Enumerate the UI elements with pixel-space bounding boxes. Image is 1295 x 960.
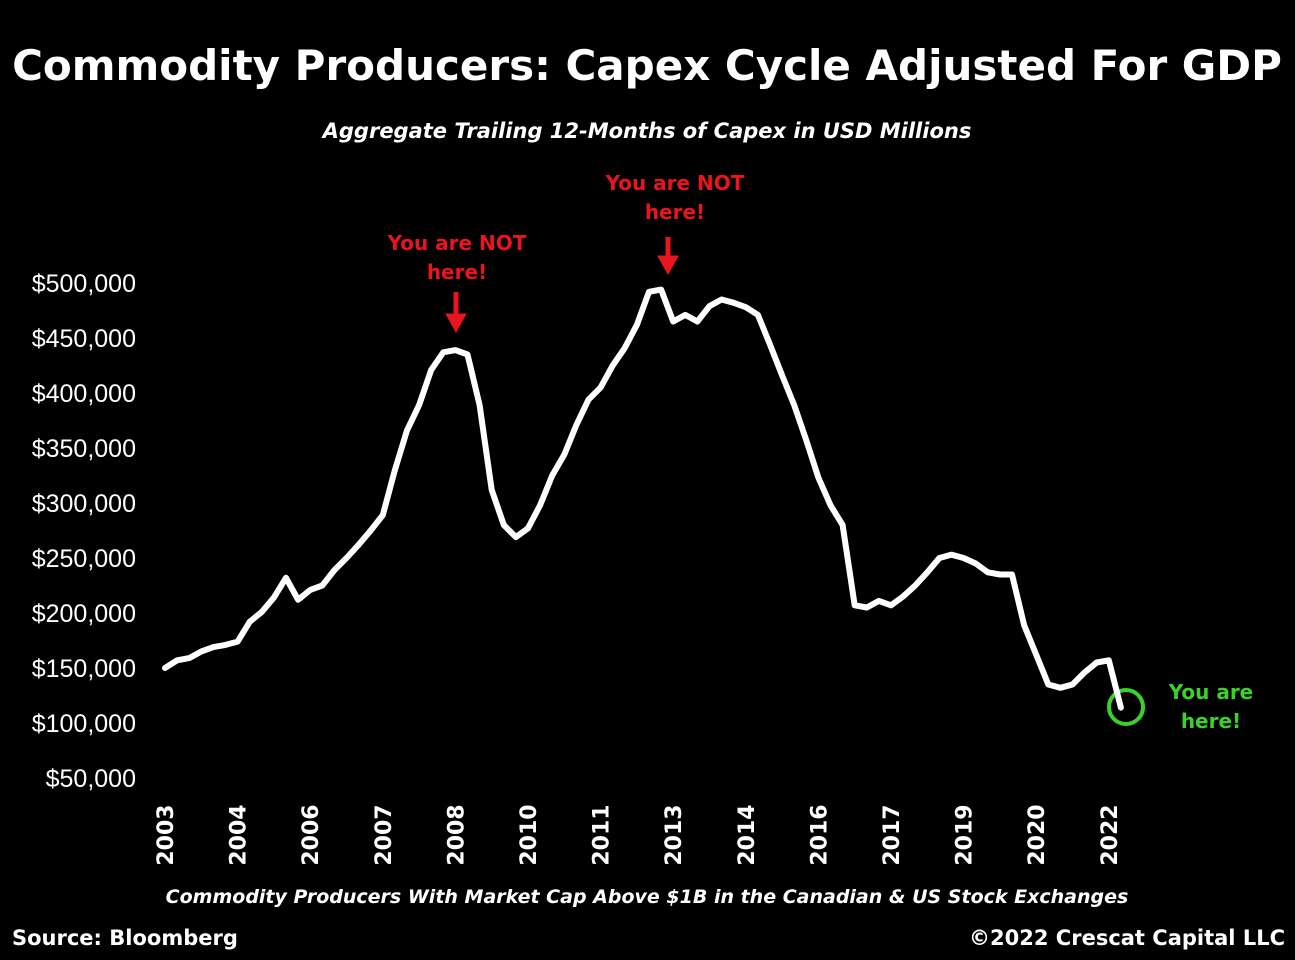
x-tick-label: 2008 [444, 804, 469, 865]
highlight-circle [1107, 688, 1145, 726]
y-tick-label: $500,000 [32, 270, 136, 298]
chart-title: Commodity Producers: Capex Cycle Adjuste… [12, 41, 1282, 90]
copyright: ©2022 Crescat Capital LLC [969, 926, 1285, 950]
y-tick-label: $150,000 [32, 655, 136, 683]
x-tick-label: 2017 [880, 804, 905, 865]
y-tick-label: $50,000 [46, 765, 136, 793]
chart-subtitle: Aggregate Trailing 12-Months of Capex in… [321, 119, 972, 143]
line [162, 286, 1124, 711]
annotation: here! [427, 260, 487, 284]
annotation: You are [1168, 680, 1254, 704]
y-tick-label: $200,000 [32, 600, 136, 628]
y-tick-label: $300,000 [32, 490, 136, 518]
x-tick-label: 2016 [807, 804, 832, 865]
x-tick-label: 2006 [299, 804, 324, 865]
x-tick-label: 2007 [372, 804, 397, 865]
y-tick-label: $250,000 [32, 545, 136, 573]
annotation: here! [645, 200, 705, 224]
arrow-head [445, 313, 467, 334]
y-tick-label: $400,000 [32, 380, 136, 408]
annotation: You are NOT [605, 171, 745, 195]
x-tick-label: 2019 [953, 804, 978, 865]
x-tick-label: 2003 [154, 804, 179, 865]
y-tick-label: $350,000 [32, 435, 136, 463]
source: Source: Bloomberg [12, 926, 238, 950]
y-tick-label: $450,000 [32, 325, 136, 353]
arrows [445, 237, 679, 334]
x-tick-label: 2022 [1098, 804, 1123, 865]
x-tick-label: 2014 [735, 804, 760, 865]
x-tick-label: 2013 [662, 804, 687, 865]
x-axis-label: Commodity Producers With Market Cap Abov… [166, 886, 1129, 908]
arrow-head [657, 255, 679, 276]
annotation: You are NOT [387, 231, 527, 255]
x-tick-label: 2004 [227, 804, 252, 865]
x-tick-label: 2011 [590, 804, 615, 865]
x-tick-label: 2020 [1025, 804, 1050, 865]
y-tick-label: $100,000 [32, 710, 136, 738]
x-tick-label: 2010 [517, 804, 542, 865]
annotation: here! [1181, 709, 1241, 733]
